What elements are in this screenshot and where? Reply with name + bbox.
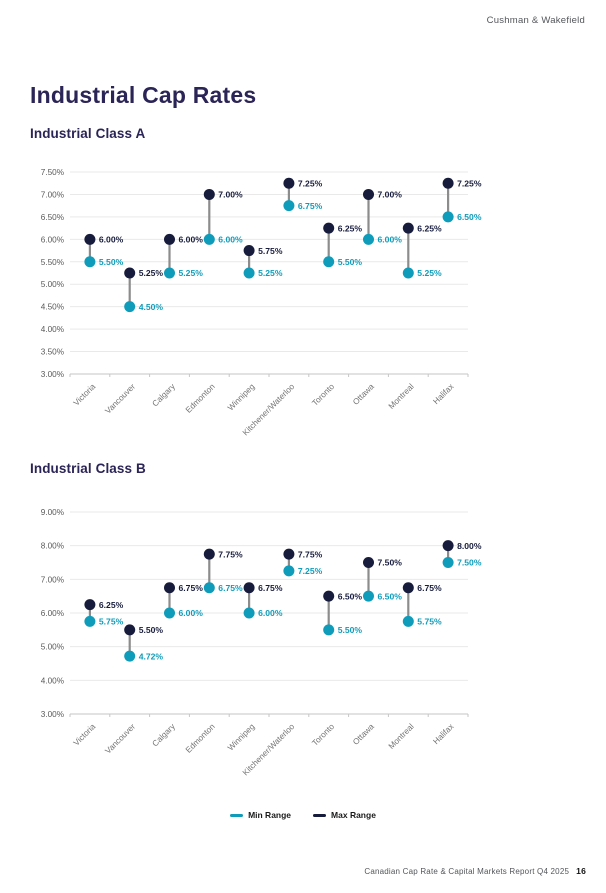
svg-text:9.00%: 9.00%: [41, 508, 64, 517]
svg-text:6.00%: 6.00%: [99, 235, 124, 245]
svg-text:Victoria: Victoria: [72, 722, 98, 748]
brand-header: Cushman & Wakefield: [486, 15, 585, 26]
svg-text:5.50%: 5.50%: [139, 625, 164, 635]
svg-text:6.75%: 6.75%: [218, 583, 243, 593]
svg-text:Ottawa: Ottawa: [351, 722, 376, 747]
svg-text:7.00%: 7.00%: [378, 190, 403, 200]
svg-text:Edmonton: Edmonton: [184, 382, 217, 415]
svg-text:7.25%: 7.25%: [457, 178, 482, 188]
svg-text:4.00%: 4.00%: [41, 676, 64, 685]
min-range-swatch: [230, 813, 244, 817]
svg-text:5.50%: 5.50%: [41, 258, 64, 267]
svg-text:8.00%: 8.00%: [41, 542, 64, 551]
chart-a-title: Industrial Class A: [30, 126, 146, 141]
max-range-label: Max Range: [331, 810, 376, 820]
svg-text:Winnipeg: Winnipeg: [226, 722, 257, 753]
chart-legend: Min Range Max Range: [0, 810, 606, 820]
svg-text:Halifax: Halifax: [431, 722, 455, 746]
svg-text:7.50%: 7.50%: [457, 558, 482, 568]
svg-text:5.75%: 5.75%: [258, 246, 283, 256]
legend-item-min: Min Range: [230, 810, 291, 820]
svg-text:4.72%: 4.72%: [139, 651, 164, 661]
svg-text:3.00%: 3.00%: [41, 710, 64, 719]
svg-text:Edmonton: Edmonton: [184, 722, 217, 755]
svg-text:7.00%: 7.00%: [218, 190, 243, 200]
svg-text:5.25%: 5.25%: [179, 268, 204, 278]
svg-text:7.75%: 7.75%: [218, 549, 243, 559]
svg-text:5.50%: 5.50%: [338, 257, 363, 267]
svg-text:5.75%: 5.75%: [99, 617, 124, 627]
svg-text:6.75%: 6.75%: [179, 583, 204, 593]
svg-text:Calgary: Calgary: [151, 721, 178, 748]
footer-report-name: Canadian Cap Rate & Capital Markets Repo…: [364, 867, 570, 876]
max-range-swatch: [313, 813, 327, 817]
svg-text:6.00%: 6.00%: [179, 235, 204, 245]
svg-text:5.25%: 5.25%: [139, 268, 164, 278]
svg-text:Montreal: Montreal: [387, 722, 416, 751]
svg-text:Ottawa: Ottawa: [351, 382, 376, 407]
svg-text:5.00%: 5.00%: [41, 280, 64, 289]
svg-text:6.75%: 6.75%: [417, 583, 442, 593]
svg-text:8.00%: 8.00%: [457, 541, 482, 551]
svg-text:5.50%: 5.50%: [99, 257, 124, 267]
svg-text:7.50%: 7.50%: [378, 558, 403, 568]
footer-page-number: 16: [576, 866, 586, 876]
svg-text:6.00%: 6.00%: [179, 608, 204, 618]
industrial-class-a-chart: 7.50% 7.00% 6.50% 6.00% 5.50% 5.00% 4.50% 4.00%…: [41, 168, 482, 437]
svg-text:3.50%: 3.50%: [41, 348, 64, 357]
svg-text:6.50%: 6.50%: [338, 591, 363, 601]
page-title: Industrial Cap Rates: [30, 82, 257, 108]
svg-text:7.25%: 7.25%: [298, 566, 323, 576]
svg-text:4.50%: 4.50%: [139, 302, 164, 312]
svg-text:6.25%: 6.25%: [338, 223, 363, 233]
svg-text:7.75%: 7.75%: [298, 549, 323, 559]
svg-text:Toronto: Toronto: [310, 382, 336, 408]
svg-text:Toronto: Toronto: [310, 722, 336, 748]
svg-text:6.50%: 6.50%: [378, 591, 403, 601]
svg-text:Calgary: Calgary: [151, 381, 178, 408]
svg-text:Winnipeg: Winnipeg: [226, 382, 257, 413]
svg-text:6.75%: 6.75%: [258, 583, 283, 593]
svg-text:5.25%: 5.25%: [258, 268, 283, 278]
svg-text:Halifax: Halifax: [431, 382, 455, 406]
legend-item-max: Max Range: [313, 810, 376, 820]
svg-text:6.00%: 6.00%: [41, 235, 64, 244]
svg-text:6.00%: 6.00%: [218, 235, 243, 245]
svg-text:6.50%: 6.50%: [41, 213, 64, 222]
svg-text:Vancouver: Vancouver: [103, 722, 137, 756]
svg-text:5.00%: 5.00%: [41, 643, 64, 652]
svg-text:5.75%: 5.75%: [417, 617, 442, 627]
svg-text:6.25%: 6.25%: [99, 600, 124, 610]
industrial-class-b-chart: 9.00% 8.00% 7.00% 6.00% 5.00% 4.00% 3.00% Victo…: [41, 508, 482, 777]
svg-text:6.50%: 6.50%: [457, 212, 482, 222]
svg-text:7.00%: 7.00%: [41, 575, 64, 584]
svg-text:6.25%: 6.25%: [417, 223, 442, 233]
svg-text:Vancouver: Vancouver: [103, 382, 137, 416]
svg-text:Victoria: Victoria: [72, 382, 98, 408]
svg-text:Montreal: Montreal: [387, 382, 416, 411]
svg-text:6.00%: 6.00%: [41, 609, 64, 618]
svg-text:6.00%: 6.00%: [258, 608, 283, 618]
svg-text:4.00%: 4.00%: [41, 325, 64, 334]
svg-text:7.00%: 7.00%: [41, 190, 64, 199]
svg-text:3.00%: 3.00%: [41, 370, 64, 379]
svg-text:4.50%: 4.50%: [41, 303, 64, 312]
svg-text:5.50%: 5.50%: [338, 625, 363, 635]
svg-text:6.00%: 6.00%: [378, 235, 403, 245]
svg-text:5.25%: 5.25%: [417, 268, 442, 278]
svg-text:7.50%: 7.50%: [41, 168, 64, 177]
svg-text:6.75%: 6.75%: [298, 201, 323, 211]
page-footer: Canadian Cap Rate & Capital Markets Repo…: [364, 866, 586, 876]
svg-text:7.25%: 7.25%: [298, 178, 323, 188]
chart-b-title: Industrial Class B: [30, 461, 146, 476]
min-range-label: Min Range: [248, 810, 292, 820]
